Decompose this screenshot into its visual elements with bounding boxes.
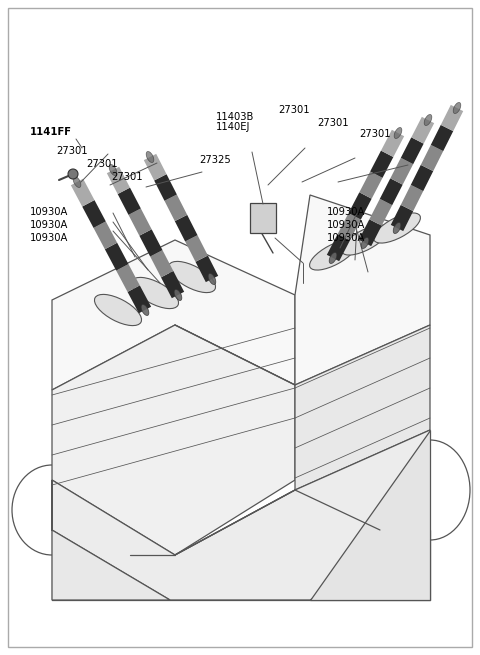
- Text: 10930A: 10930A: [30, 220, 68, 231]
- Ellipse shape: [141, 305, 149, 316]
- FancyBboxPatch shape: [250, 203, 276, 233]
- Circle shape: [68, 169, 78, 179]
- Ellipse shape: [146, 151, 154, 162]
- Ellipse shape: [373, 213, 420, 243]
- Text: 1141FF: 1141FF: [30, 127, 72, 138]
- Text: 27301: 27301: [278, 105, 310, 115]
- Ellipse shape: [95, 294, 142, 326]
- Ellipse shape: [453, 102, 461, 113]
- Ellipse shape: [424, 115, 432, 126]
- Ellipse shape: [132, 278, 179, 309]
- Ellipse shape: [361, 238, 369, 248]
- Ellipse shape: [73, 176, 81, 187]
- Ellipse shape: [174, 290, 182, 301]
- Text: 27301: 27301: [359, 129, 391, 140]
- Polygon shape: [295, 195, 430, 385]
- Text: 10930A: 10930A: [30, 233, 68, 244]
- Ellipse shape: [109, 164, 117, 176]
- Text: 27301: 27301: [317, 118, 348, 128]
- Ellipse shape: [208, 274, 216, 284]
- Ellipse shape: [168, 261, 216, 293]
- Text: 27325: 27325: [199, 155, 231, 165]
- Ellipse shape: [393, 223, 401, 234]
- Polygon shape: [52, 430, 430, 600]
- Polygon shape: [52, 240, 295, 390]
- Ellipse shape: [310, 240, 357, 270]
- Text: 10930A: 10930A: [30, 207, 68, 217]
- Text: 11403B: 11403B: [216, 111, 254, 122]
- Text: 1140EJ: 1140EJ: [216, 122, 251, 132]
- Text: 27301: 27301: [57, 145, 88, 156]
- Polygon shape: [52, 325, 295, 555]
- Polygon shape: [52, 480, 170, 600]
- Text: 10930A: 10930A: [326, 233, 365, 244]
- Text: 10930A: 10930A: [326, 220, 365, 231]
- Ellipse shape: [394, 128, 402, 138]
- Polygon shape: [310, 430, 430, 600]
- Text: 10930A: 10930A: [326, 207, 365, 217]
- Text: 27301: 27301: [86, 159, 118, 169]
- Ellipse shape: [329, 252, 337, 263]
- Ellipse shape: [342, 225, 388, 255]
- Text: 27301: 27301: [111, 172, 143, 182]
- Polygon shape: [295, 325, 430, 490]
